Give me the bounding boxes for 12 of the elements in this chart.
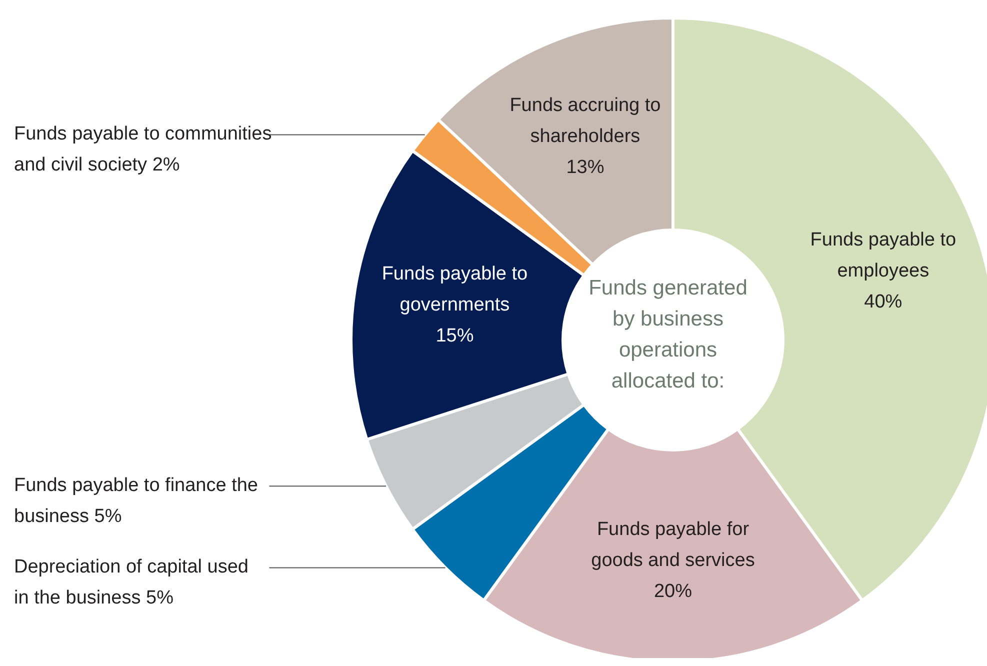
data-label: 40% xyxy=(864,292,902,313)
slice-label: Depreciation of capital used in the business 5% xyxy=(14,556,248,609)
slice-label: Funds payable to governments xyxy=(382,263,528,316)
data-label: 15% xyxy=(436,325,474,346)
data-label: 13% xyxy=(566,157,604,178)
data-label: 20% xyxy=(654,581,692,602)
slice-label: Funds payable to communities and civil society 2% xyxy=(14,124,272,176)
text: Funds generated by business operations allocated to: xyxy=(588,276,748,392)
slice-label: Funds accruing to shareholders xyxy=(510,95,661,148)
slice-label: Funds payable for goods and services xyxy=(591,519,755,572)
slice-label: Funds payable to employees xyxy=(810,230,956,282)
slice-label: Funds payable to finance the business 5% xyxy=(14,475,258,528)
